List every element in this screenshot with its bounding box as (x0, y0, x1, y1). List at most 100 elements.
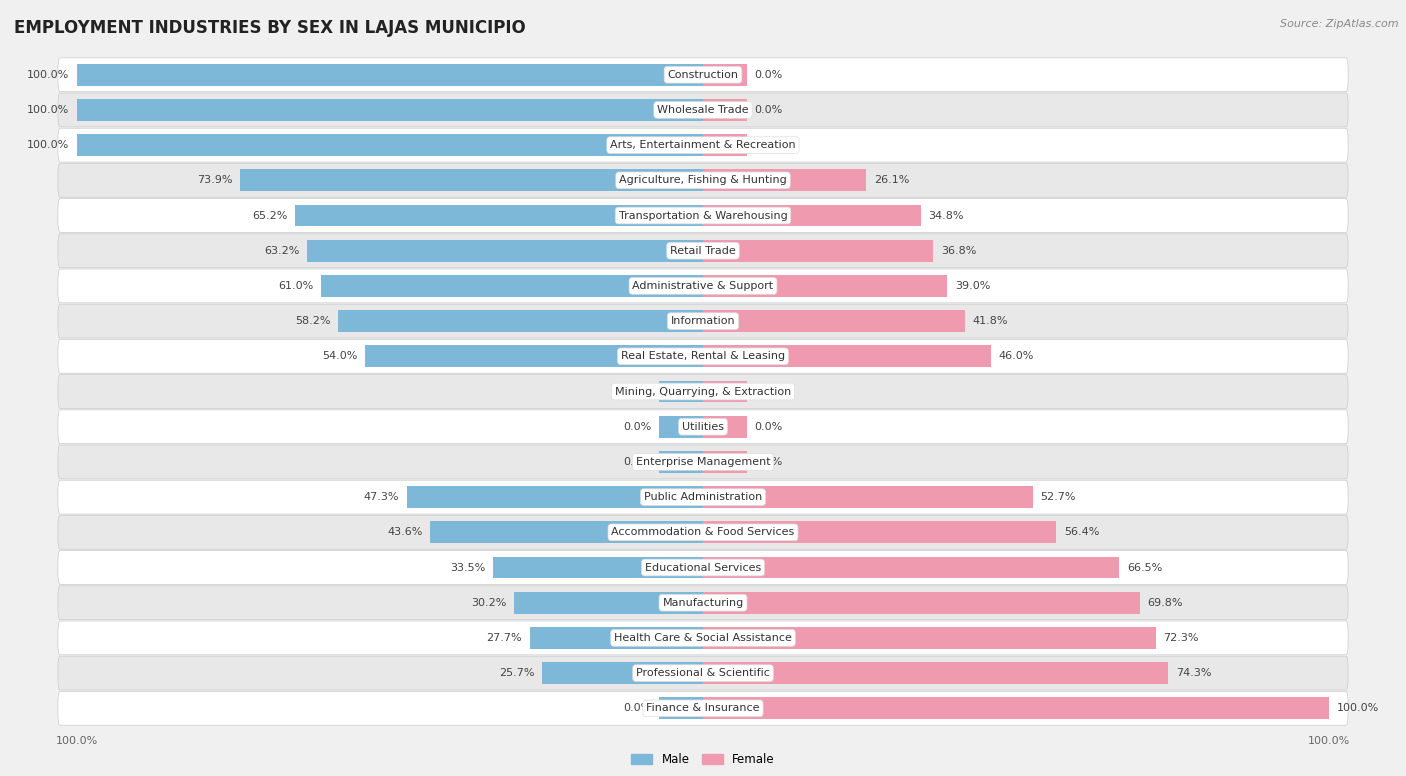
FancyBboxPatch shape (58, 304, 1348, 338)
Bar (703, 556, 1119, 578)
Bar (703, 416, 747, 438)
Bar (543, 662, 703, 684)
Text: 36.8%: 36.8% (941, 246, 976, 256)
Text: 30.2%: 30.2% (471, 598, 506, 608)
Bar (659, 416, 703, 438)
Text: Retail Trade: Retail Trade (671, 246, 735, 256)
FancyBboxPatch shape (58, 93, 1348, 126)
Bar (77, 99, 703, 121)
Text: 52.7%: 52.7% (1040, 492, 1076, 502)
Bar (530, 627, 703, 649)
Text: 47.3%: 47.3% (364, 492, 399, 502)
Text: Finance & Insurance: Finance & Insurance (647, 703, 759, 713)
Bar (703, 240, 934, 262)
Bar (659, 698, 703, 719)
Text: 0.0%: 0.0% (755, 105, 783, 115)
FancyBboxPatch shape (58, 691, 1348, 726)
Text: 0.0%: 0.0% (755, 457, 783, 467)
Text: Transportation & Warehousing: Transportation & Warehousing (619, 210, 787, 220)
Text: 43.6%: 43.6% (387, 528, 422, 537)
Text: 41.8%: 41.8% (973, 316, 1008, 326)
Bar (703, 521, 1056, 543)
Text: Wholesale Trade: Wholesale Trade (657, 105, 749, 115)
Bar (494, 556, 703, 578)
Text: Administrative & Support: Administrative & Support (633, 281, 773, 291)
Bar (659, 380, 703, 403)
Text: Construction: Construction (668, 70, 738, 80)
Text: 34.8%: 34.8% (928, 210, 965, 220)
Bar (703, 205, 921, 227)
Text: 74.3%: 74.3% (1175, 668, 1212, 678)
Text: 0.0%: 0.0% (755, 421, 783, 431)
Bar (703, 380, 747, 403)
Text: 0.0%: 0.0% (755, 386, 783, 397)
Text: Professional & Scientific: Professional & Scientific (636, 668, 770, 678)
FancyBboxPatch shape (58, 410, 1348, 444)
Text: Real Estate, Rental & Leasing: Real Estate, Rental & Leasing (621, 352, 785, 362)
Bar (703, 451, 747, 473)
Bar (703, 592, 1140, 614)
FancyBboxPatch shape (58, 199, 1348, 233)
Text: 65.2%: 65.2% (252, 210, 287, 220)
Text: 0.0%: 0.0% (755, 140, 783, 150)
Bar (339, 310, 703, 332)
Text: 100.0%: 100.0% (1337, 703, 1379, 713)
Bar (703, 310, 965, 332)
Text: Educational Services: Educational Services (645, 563, 761, 573)
Text: 69.8%: 69.8% (1147, 598, 1184, 608)
Text: 56.4%: 56.4% (1064, 528, 1099, 537)
Text: 27.7%: 27.7% (486, 633, 522, 643)
Bar (295, 205, 703, 227)
Bar (703, 698, 1329, 719)
Bar (307, 240, 703, 262)
FancyBboxPatch shape (58, 234, 1348, 268)
Text: Information: Information (671, 316, 735, 326)
FancyBboxPatch shape (58, 586, 1348, 619)
Text: Manufacturing: Manufacturing (662, 598, 744, 608)
Text: 100.0%: 100.0% (27, 70, 69, 80)
FancyBboxPatch shape (58, 375, 1348, 408)
Text: Agriculture, Fishing & Hunting: Agriculture, Fishing & Hunting (619, 175, 787, 185)
Text: EMPLOYMENT INDUSTRIES BY SEX IN LAJAS MUNICIPIO: EMPLOYMENT INDUSTRIES BY SEX IN LAJAS MU… (14, 19, 526, 37)
FancyBboxPatch shape (58, 339, 1348, 373)
Bar (703, 134, 747, 156)
FancyBboxPatch shape (58, 480, 1348, 514)
Bar (321, 275, 703, 297)
Bar (430, 521, 703, 543)
Bar (659, 451, 703, 473)
Text: 0.0%: 0.0% (623, 703, 651, 713)
Text: 72.3%: 72.3% (1163, 633, 1199, 643)
Bar (406, 487, 703, 508)
Bar (77, 64, 703, 85)
Text: Public Administration: Public Administration (644, 492, 762, 502)
Text: 0.0%: 0.0% (623, 457, 651, 467)
FancyBboxPatch shape (58, 656, 1348, 690)
Text: 0.0%: 0.0% (755, 70, 783, 80)
Bar (703, 345, 991, 367)
Bar (77, 134, 703, 156)
Bar (703, 99, 747, 121)
Bar (703, 169, 866, 191)
Bar (364, 345, 703, 367)
Bar (703, 627, 1156, 649)
Bar (513, 592, 703, 614)
Text: Mining, Quarrying, & Extraction: Mining, Quarrying, & Extraction (614, 386, 792, 397)
Text: Enterprise Management: Enterprise Management (636, 457, 770, 467)
Text: 0.0%: 0.0% (623, 386, 651, 397)
FancyBboxPatch shape (58, 58, 1348, 92)
FancyBboxPatch shape (58, 128, 1348, 162)
Text: 26.1%: 26.1% (875, 175, 910, 185)
Text: 66.5%: 66.5% (1128, 563, 1163, 573)
Text: 46.0%: 46.0% (998, 352, 1033, 362)
Text: 100.0%: 100.0% (27, 140, 69, 150)
Bar (703, 64, 747, 85)
Text: Accommodation & Food Services: Accommodation & Food Services (612, 528, 794, 537)
Legend: Male, Female: Male, Female (626, 748, 780, 771)
Text: 0.0%: 0.0% (623, 421, 651, 431)
Text: Arts, Entertainment & Recreation: Arts, Entertainment & Recreation (610, 140, 796, 150)
Text: Utilities: Utilities (682, 421, 724, 431)
Text: 54.0%: 54.0% (322, 352, 357, 362)
Text: 100.0%: 100.0% (27, 105, 69, 115)
Text: 73.9%: 73.9% (197, 175, 232, 185)
Text: 63.2%: 63.2% (264, 246, 299, 256)
